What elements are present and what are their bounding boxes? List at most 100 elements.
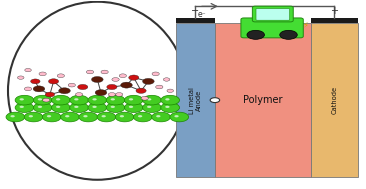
Circle shape [11, 115, 15, 117]
Text: −: − [191, 6, 199, 16]
FancyBboxPatch shape [253, 6, 293, 22]
Circle shape [56, 106, 60, 108]
Circle shape [48, 79, 59, 84]
Circle shape [129, 75, 139, 80]
Circle shape [83, 115, 87, 117]
Circle shape [161, 95, 179, 105]
Bar [215, 23, 311, 177]
Circle shape [92, 77, 103, 82]
Text: Polymer: Polymer [243, 95, 283, 105]
Circle shape [174, 115, 179, 117]
Circle shape [156, 115, 160, 117]
Circle shape [106, 95, 125, 105]
Circle shape [129, 106, 133, 108]
Circle shape [210, 98, 220, 103]
Circle shape [18, 76, 24, 79]
Bar [311, 18, 358, 23]
Circle shape [92, 98, 97, 101]
Circle shape [124, 103, 143, 112]
Circle shape [78, 84, 88, 90]
Circle shape [107, 84, 117, 90]
Circle shape [141, 96, 148, 100]
Circle shape [142, 78, 154, 84]
Circle shape [165, 98, 169, 101]
Circle shape [70, 103, 89, 112]
Circle shape [15, 95, 34, 105]
Circle shape [136, 88, 146, 93]
FancyBboxPatch shape [241, 18, 303, 38]
Circle shape [33, 86, 45, 92]
Bar [311, 23, 358, 177]
Circle shape [163, 78, 170, 81]
Circle shape [74, 98, 79, 101]
Circle shape [112, 78, 119, 81]
Bar [176, 18, 215, 23]
Circle shape [88, 103, 107, 112]
Circle shape [33, 95, 52, 105]
Circle shape [31, 79, 40, 84]
Circle shape [167, 89, 173, 92]
Bar [176, 23, 215, 177]
Circle shape [170, 112, 188, 122]
Circle shape [143, 103, 161, 112]
Circle shape [280, 30, 297, 39]
Circle shape [129, 98, 133, 101]
Circle shape [143, 95, 161, 105]
Text: +: + [330, 6, 338, 16]
Circle shape [247, 30, 265, 39]
Circle shape [92, 106, 97, 108]
Ellipse shape [8, 2, 187, 180]
Circle shape [38, 106, 42, 108]
Circle shape [161, 103, 179, 112]
Circle shape [119, 74, 127, 78]
Text: Cathode: Cathode [331, 86, 337, 114]
Circle shape [124, 95, 143, 105]
Circle shape [101, 115, 106, 117]
Circle shape [68, 83, 75, 87]
Circle shape [52, 95, 70, 105]
Circle shape [52, 103, 70, 112]
Text: e⁻: e⁻ [197, 10, 206, 19]
Circle shape [56, 98, 60, 101]
Circle shape [39, 72, 46, 76]
Circle shape [19, 106, 24, 108]
Circle shape [111, 106, 115, 108]
Circle shape [42, 98, 50, 102]
Circle shape [115, 112, 134, 122]
Text: ⚡: ⚡ [302, 21, 308, 30]
Circle shape [29, 115, 33, 117]
Circle shape [111, 98, 115, 101]
Circle shape [156, 85, 163, 89]
Circle shape [25, 68, 31, 72]
Circle shape [116, 93, 123, 96]
Circle shape [70, 95, 89, 105]
Circle shape [147, 106, 152, 108]
Circle shape [108, 93, 116, 96]
Circle shape [152, 112, 171, 122]
Circle shape [120, 115, 124, 117]
Circle shape [38, 98, 42, 101]
Circle shape [74, 106, 79, 108]
Circle shape [88, 95, 107, 105]
Circle shape [45, 92, 55, 97]
Circle shape [134, 112, 152, 122]
Circle shape [19, 98, 24, 101]
Circle shape [33, 103, 52, 112]
Circle shape [65, 115, 70, 117]
Circle shape [15, 103, 34, 112]
Circle shape [97, 112, 116, 122]
Circle shape [165, 106, 169, 108]
Circle shape [25, 87, 32, 91]
Circle shape [79, 112, 98, 122]
Circle shape [152, 72, 159, 76]
Text: Li metal
Anode: Li metal Anode [188, 87, 202, 114]
Circle shape [101, 70, 108, 74]
Circle shape [106, 103, 125, 112]
FancyBboxPatch shape [256, 9, 290, 20]
Circle shape [61, 112, 79, 122]
Circle shape [57, 74, 64, 78]
Circle shape [121, 82, 132, 88]
Circle shape [86, 70, 94, 74]
Circle shape [42, 112, 61, 122]
Circle shape [59, 88, 70, 94]
